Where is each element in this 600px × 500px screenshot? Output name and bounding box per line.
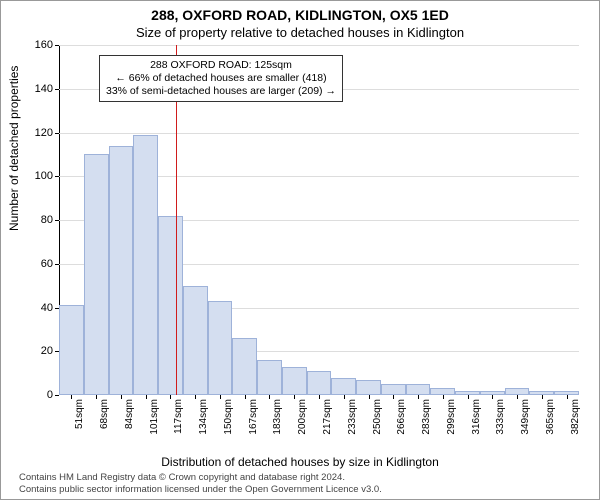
- x-tick-label: 333sqm: [495, 399, 506, 435]
- y-axis-label: Number of detached properties: [7, 66, 21, 231]
- x-tick-mark: [492, 395, 493, 399]
- x-tick-label: 134sqm: [198, 399, 209, 435]
- x-tick-label: 150sqm: [223, 399, 234, 435]
- histogram-bar: [133, 135, 158, 395]
- y-tick-label: 40: [41, 302, 53, 314]
- y-tick-label: 100: [35, 170, 53, 182]
- y-tick-label: 160: [35, 39, 53, 51]
- x-tick-label: 382sqm: [570, 399, 581, 435]
- plot-area: 02040608010012014016051sqm68sqm84sqm101s…: [59, 45, 579, 395]
- annotation-box: 288 OXFORD ROAD: 125sqm← 66% of detached…: [99, 55, 343, 102]
- histogram-bar: [282, 367, 307, 395]
- y-tick-label: 20: [41, 345, 53, 357]
- x-tick-label: 167sqm: [248, 399, 259, 435]
- y-tick-mark: [55, 220, 59, 221]
- histogram-bar: [381, 384, 406, 395]
- gridline: [59, 133, 579, 134]
- x-tick-mark: [269, 395, 270, 399]
- x-tick-mark: [344, 395, 345, 399]
- histogram-bar: [331, 378, 356, 396]
- x-tick-label: 84sqm: [124, 399, 135, 429]
- histogram-bar: [406, 384, 431, 395]
- x-tick-label: 250sqm: [372, 399, 383, 435]
- histogram-bar: [158, 216, 183, 395]
- x-tick-label: 68sqm: [99, 399, 110, 429]
- y-tick-label: 80: [41, 214, 53, 226]
- x-tick-mark: [443, 395, 444, 399]
- x-axis-label: Distribution of detached houses by size …: [1, 455, 599, 469]
- x-tick-label: 183sqm: [272, 399, 283, 435]
- histogram-bar: [183, 286, 208, 395]
- x-tick-label: 299sqm: [446, 399, 457, 435]
- x-tick-mark: [121, 395, 122, 399]
- histogram-bar: [59, 305, 84, 395]
- histogram-bar: [109, 146, 134, 395]
- x-tick-mark: [245, 395, 246, 399]
- y-tick-mark: [55, 133, 59, 134]
- y-tick-label: 140: [35, 83, 53, 95]
- footer-licence: Contains public sector information licen…: [19, 484, 382, 495]
- x-tick-mark: [319, 395, 320, 399]
- y-tick-label: 120: [35, 127, 53, 139]
- histogram-bar: [307, 371, 332, 395]
- x-tick-mark: [146, 395, 147, 399]
- histogram-bar: [232, 338, 257, 395]
- y-tick-mark: [55, 395, 59, 396]
- annotation-smaller-pct: ← 66% of detached houses are smaller (41…: [106, 72, 336, 85]
- x-tick-label: 266sqm: [396, 399, 407, 435]
- chart-title-description: Size of property relative to detached ho…: [1, 25, 599, 40]
- y-tick-mark: [55, 89, 59, 90]
- x-tick-label: 233sqm: [347, 399, 358, 435]
- footer-copyright: Contains HM Land Registry data © Crown c…: [19, 472, 382, 483]
- y-tick-label: 60: [41, 258, 53, 270]
- x-tick-label: 365sqm: [545, 399, 556, 435]
- x-tick-mark: [369, 395, 370, 399]
- attribution-footer: Contains HM Land Registry data © Crown c…: [19, 472, 382, 495]
- x-tick-mark: [542, 395, 543, 399]
- x-tick-label: 117sqm: [173, 399, 184, 434]
- x-tick-label: 101sqm: [149, 399, 160, 435]
- y-tick-mark: [55, 45, 59, 46]
- x-tick-label: 316sqm: [471, 399, 482, 435]
- histogram-bar: [208, 301, 233, 395]
- x-tick-mark: [418, 395, 419, 399]
- x-tick-label: 217sqm: [322, 399, 333, 435]
- histogram-bar: [84, 154, 109, 395]
- chart-container: 288, OXFORD ROAD, KIDLINGTON, OX5 1ED Si…: [0, 0, 600, 500]
- gridline: [59, 45, 579, 46]
- x-tick-mark: [220, 395, 221, 399]
- x-tick-mark: [468, 395, 469, 399]
- x-tick-label: 283sqm: [421, 399, 432, 435]
- y-tick-label: 0: [47, 389, 53, 401]
- x-tick-mark: [393, 395, 394, 399]
- x-tick-mark: [195, 395, 196, 399]
- histogram-bar: [257, 360, 282, 395]
- x-tick-mark: [517, 395, 518, 399]
- histogram-bar: [356, 380, 381, 395]
- x-tick-mark: [96, 395, 97, 399]
- x-tick-mark: [71, 395, 72, 399]
- annotation-larger-pct: 33% of semi-detached houses are larger (…: [106, 85, 336, 98]
- y-tick-mark: [55, 176, 59, 177]
- annotation-property-size: 288 OXFORD ROAD: 125sqm: [106, 59, 336, 72]
- y-tick-mark: [55, 264, 59, 265]
- chart-title-address: 288, OXFORD ROAD, KIDLINGTON, OX5 1ED: [1, 7, 599, 23]
- x-tick-mark: [170, 395, 171, 399]
- x-tick-mark: [567, 395, 568, 399]
- x-tick-label: 200sqm: [297, 399, 308, 435]
- x-tick-mark: [294, 395, 295, 399]
- x-tick-label: 349sqm: [520, 399, 531, 435]
- x-tick-label: 51sqm: [74, 399, 85, 429]
